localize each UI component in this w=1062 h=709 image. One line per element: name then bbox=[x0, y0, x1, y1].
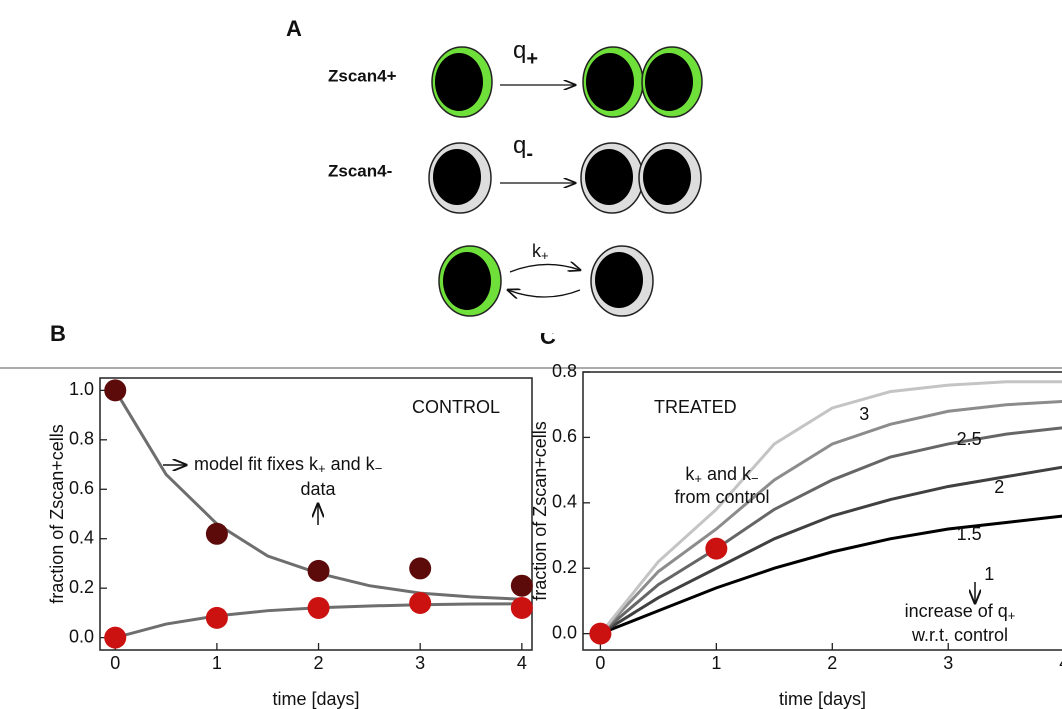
y-tick-label: 0.6 bbox=[552, 426, 577, 446]
curve bbox=[599, 465, 1062, 635]
annotation: CONTROL bbox=[412, 397, 500, 417]
arrow bbox=[508, 290, 581, 297]
y-tick-label: 0.4 bbox=[69, 527, 94, 547]
y-tick-label: 0.8 bbox=[69, 429, 94, 449]
y-tick-label: 1.0 bbox=[69, 379, 94, 399]
annotation: TREATED bbox=[654, 397, 737, 417]
x-tick-label: 2 bbox=[314, 653, 324, 673]
data-point bbox=[510, 596, 533, 619]
y-tick-label: 0.4 bbox=[552, 492, 577, 512]
plot-frame bbox=[99, 377, 533, 651]
data-point bbox=[104, 626, 127, 649]
x-tick-label: 1 bbox=[212, 653, 222, 673]
curve bbox=[599, 514, 1062, 636]
annotation: w.r.t. control bbox=[911, 625, 1008, 645]
y-tick-label: 0.0 bbox=[69, 626, 94, 646]
x-tick-label: 4 bbox=[1059, 653, 1062, 673]
arrow bbox=[509, 264, 580, 273]
text: increase of q bbox=[905, 601, 1008, 621]
y-tick-label: 0.8 bbox=[552, 361, 577, 381]
x-tick-label: 0 bbox=[595, 653, 605, 673]
rate-label: q- bbox=[513, 132, 533, 165]
sub: + bbox=[318, 461, 326, 476]
curve-label: 2 bbox=[994, 477, 1004, 497]
x-axis-label: time [days] bbox=[779, 689, 866, 709]
y-axis-label: fraction of Zscan+cells bbox=[47, 424, 67, 604]
rate-label: q+ bbox=[513, 37, 538, 70]
curve bbox=[599, 400, 1062, 635]
data-point bbox=[307, 596, 330, 619]
annotation: from control bbox=[674, 487, 769, 507]
data-point bbox=[589, 622, 612, 645]
curve bbox=[599, 426, 1062, 635]
rate: k bbox=[532, 241, 542, 261]
rate-sub: + bbox=[541, 248, 549, 263]
rate-sub: + bbox=[526, 48, 538, 70]
rate-label: k+ bbox=[532, 241, 549, 264]
plot-frame bbox=[582, 371, 1062, 651]
data-point bbox=[205, 522, 228, 545]
cells-switch bbox=[438, 245, 654, 317]
row-label: Zscan4+ bbox=[328, 66, 397, 85]
rate: q bbox=[513, 132, 526, 159]
text: and k bbox=[702, 464, 752, 484]
curve bbox=[599, 380, 1062, 635]
annotation: increase of q+ bbox=[905, 601, 1016, 624]
x-tick-label: 1 bbox=[711, 653, 721, 673]
y-axis-label: fraction of Zscan+cells bbox=[530, 421, 550, 601]
y-tick-label: 0.0 bbox=[552, 622, 577, 642]
curve-label: 1 bbox=[984, 564, 994, 584]
rate: q bbox=[513, 37, 526, 64]
x-tick-label: 4 bbox=[517, 653, 527, 673]
sub: − bbox=[375, 461, 383, 476]
data-point bbox=[104, 379, 127, 402]
text: k bbox=[685, 464, 695, 484]
data-point bbox=[409, 557, 432, 580]
sub: − bbox=[751, 471, 759, 486]
curve-label: 2.5 bbox=[957, 429, 982, 449]
y-tick-label: 0.2 bbox=[552, 557, 577, 577]
annotation: k+ and k− bbox=[685, 464, 758, 487]
sub: + bbox=[694, 471, 702, 486]
x-axis-label: time [days] bbox=[272, 689, 359, 709]
data-point bbox=[705, 537, 728, 560]
x-tick-label: 2 bbox=[827, 653, 837, 673]
rate-sub: - bbox=[526, 143, 533, 165]
y-tick-label: 0.6 bbox=[69, 478, 94, 498]
x-tick-label: 0 bbox=[110, 653, 120, 673]
sub: + bbox=[1008, 608, 1016, 623]
x-tick-label: 3 bbox=[415, 653, 425, 673]
mask bbox=[520, 300, 580, 333]
panel-label: A bbox=[286, 16, 302, 41]
row-label: Zscan4- bbox=[328, 161, 392, 180]
curve-label: 3 bbox=[859, 404, 869, 424]
text: model fit fixes k bbox=[194, 454, 319, 474]
panel-label: B bbox=[50, 321, 66, 346]
y-tick-label: 0.2 bbox=[69, 577, 94, 597]
data-point bbox=[510, 574, 533, 597]
curve-label: 1.5 bbox=[957, 524, 982, 544]
x-tick-label: 3 bbox=[943, 653, 953, 673]
data-point bbox=[205, 606, 228, 629]
cells-plus bbox=[431, 46, 703, 118]
cells-minus bbox=[428, 142, 702, 214]
annotation: data bbox=[300, 479, 336, 499]
text: and k bbox=[326, 454, 376, 474]
annotation: model fit fixes k+ and k− bbox=[194, 454, 382, 477]
data-point bbox=[307, 559, 330, 582]
data-point bbox=[409, 592, 432, 615]
